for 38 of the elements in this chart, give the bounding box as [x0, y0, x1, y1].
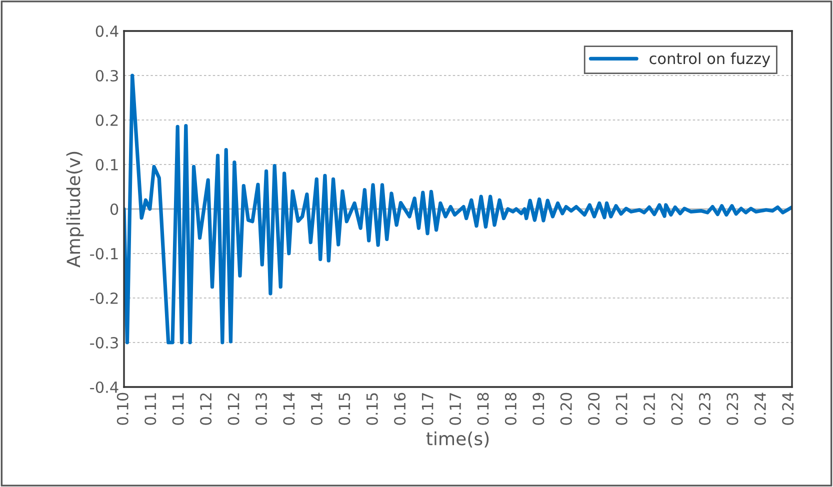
x-tick-label: 0.10 [116, 392, 128, 425]
x-tick-label: 0.15 [366, 393, 378, 425]
x-tick-label: 0.18 [477, 392, 489, 425]
x-tick-label: 0.16 [394, 392, 406, 425]
x-tick-label: 0.14 [283, 392, 295, 425]
x-tick-label: 0.15 [338, 393, 350, 425]
x-tick-label: 0.21 [616, 393, 628, 425]
y-tick-label: 0.1 [96, 158, 118, 171]
y-tick-label: -0.3 [90, 336, 118, 349]
x-tick-label: 0.13 [255, 393, 268, 425]
y-tick-label: -0.2 [90, 292, 118, 304]
y-tick-label: 0.3 [96, 70, 118, 82]
y-tick-label: 0 [110, 203, 118, 216]
x-tick-label: 0.24 [782, 392, 794, 425]
x-tick-label: 0.20 [560, 392, 572, 425]
x-tick-label: 0.11 [144, 393, 156, 425]
x-tick-label: 0.17 [422, 393, 434, 425]
x-tick-label: 0.20 [588, 392, 600, 425]
y-tick-label: 0.4 [96, 25, 118, 38]
legend-label: control on fuzzy [650, 52, 770, 68]
x-axis-title: time(s) [426, 431, 489, 448]
line-series [124, 74, 792, 344]
y-axis-title: Amplitude(v) [66, 152, 84, 268]
x-tick-label: 0.14 [310, 392, 322, 425]
x-tick-label: 0.23 [698, 393, 711, 425]
x-tick-label: 0.12 [228, 393, 240, 425]
x-tick-label: 0.23 [726, 393, 738, 425]
x-tick-label: 0.22 [671, 393, 683, 425]
x-tick-label: 0.17 [449, 393, 462, 425]
x-tick-label: 0.24 [754, 392, 766, 425]
y-tick-label: -0.1 [90, 248, 118, 260]
x-tick-label: 0.21 [644, 393, 656, 425]
y-tick-label: 0.2 [96, 114, 118, 126]
x-tick-label: 0.11 [172, 393, 184, 425]
x-tick-label: 0.12 [200, 393, 212, 425]
x-tick-label: 0.19 [532, 392, 544, 425]
y-tick-label: -0.4 [90, 381, 118, 394]
x-tick-label: 0.18 [504, 392, 516, 425]
